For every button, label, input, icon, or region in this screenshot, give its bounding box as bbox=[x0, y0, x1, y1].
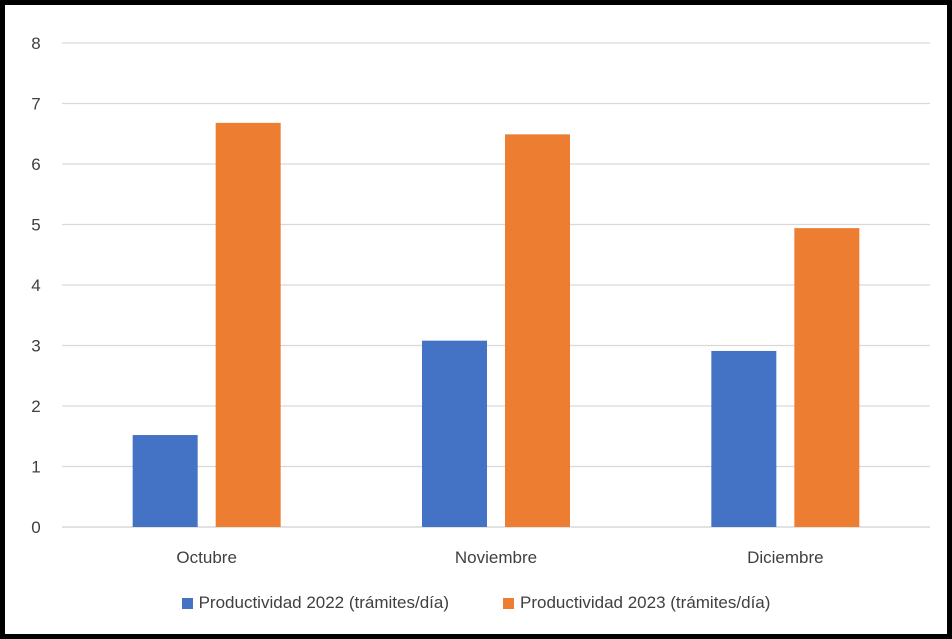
y-axis-ticks: 0 1 2 3 4 5 6 7 8 bbox=[31, 34, 40, 537]
y-tick-label: 8 bbox=[31, 34, 40, 53]
x-tick-label: Diciembre bbox=[747, 548, 824, 567]
bar-series-2-octubre bbox=[215, 122, 281, 528]
bar-series-2-noviembre bbox=[505, 134, 570, 528]
bar-series-2-diciembre bbox=[794, 228, 860, 527]
legend-item-series-2: Productividad 2023 (trámites/día) bbox=[503, 593, 770, 613]
y-tick-label: 3 bbox=[31, 337, 40, 356]
bar-series-1-octubre bbox=[132, 435, 198, 527]
y-tick-label: 1 bbox=[31, 458, 40, 477]
y-tick-label: 6 bbox=[31, 155, 40, 174]
y-tick-label: 5 bbox=[31, 216, 40, 235]
legend-label-series-2: Productividad 2023 (trámites/día) bbox=[520, 593, 771, 612]
legend-label-series-1: Productividad 2022 (trámites/día) bbox=[198, 593, 449, 612]
y-tick-label: 2 bbox=[31, 397, 40, 416]
y-tick-label: 0 bbox=[31, 518, 40, 537]
x-axis-ticks: Octubre Noviembre Diciembre bbox=[176, 548, 823, 567]
legend: Productividad 2022 (trámites/día) Produc… bbox=[0, 593, 952, 613]
bar-series-1-noviembre bbox=[422, 340, 487, 527]
x-tick-label: Octubre bbox=[176, 548, 236, 567]
gridlines bbox=[62, 42, 930, 528]
bar-series-1-diciembre bbox=[711, 350, 777, 527]
legend-swatch-series-2 bbox=[503, 597, 514, 609]
legend-item-series-1: Productividad 2022 (trámites/día) bbox=[181, 593, 449, 613]
x-tick-label: Noviembre bbox=[455, 548, 537, 567]
legend-swatch-series-1 bbox=[181, 597, 193, 609]
y-tick-label: 4 bbox=[31, 276, 40, 295]
bars bbox=[132, 122, 860, 528]
y-tick-label: 7 bbox=[31, 95, 40, 114]
